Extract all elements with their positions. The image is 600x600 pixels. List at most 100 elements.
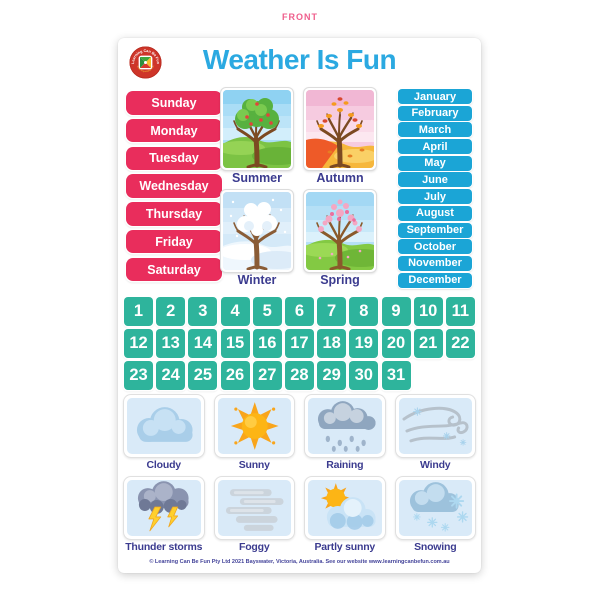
season-card-winter: Winter bbox=[220, 189, 294, 288]
season-image-frame bbox=[220, 87, 294, 171]
months-column: January February March April May June July Augu… bbox=[398, 89, 472, 288]
month-tile-september: September bbox=[398, 222, 472, 238]
season-image-frame bbox=[303, 87, 377, 171]
season-winter-illustration bbox=[223, 192, 291, 270]
day-tile-sunday: Sunday bbox=[126, 91, 222, 115]
date-tile-1: 1 bbox=[124, 297, 153, 326]
date-tile-19: 19 bbox=[349, 329, 379, 358]
date-tile-29: 29 bbox=[317, 361, 347, 390]
poster-title: Weather Is Fun bbox=[202, 44, 397, 75]
learning-can-be-fun-logo: Learning Can Be Fun www.learningcanbefun… bbox=[129, 46, 162, 79]
date-tile-30: 30 bbox=[349, 361, 379, 390]
weather-image-bg bbox=[308, 480, 382, 536]
weather-label-sunny: Sunny bbox=[238, 459, 270, 471]
date-tile-9: 9 bbox=[381, 297, 411, 326]
weather-image-bg bbox=[398, 398, 472, 454]
seasons-grid: Summer Autumn Winter Spring bbox=[220, 87, 378, 288]
weather-card-foggy: Foggy bbox=[213, 476, 295, 554]
weather-card-partly-sunny: Partly sunny bbox=[304, 476, 386, 554]
month-tile-january: January bbox=[398, 89, 472, 104]
date-tile-14: 14 bbox=[188, 329, 218, 358]
wx-foggy-icon bbox=[218, 481, 292, 535]
date-tile-8: 8 bbox=[349, 297, 379, 326]
weather-image-bg bbox=[217, 398, 292, 454]
date-tile-24: 24 bbox=[156, 361, 186, 390]
weather-image-frame bbox=[123, 394, 205, 458]
date-tile-2: 2 bbox=[156, 297, 186, 326]
date-tile-18: 18 bbox=[317, 329, 347, 358]
weather-label-windy: Windy bbox=[420, 459, 451, 471]
month-tile-february: February bbox=[398, 105, 472, 121]
dates-grid: 1 2 3 4 5 6 7 8 9 10 11 12 13 14 15 16 17 18 19 20 21 22 23 24 2… bbox=[124, 297, 475, 390]
season-label-spring: Spring bbox=[320, 273, 360, 287]
date-tile-31: 31 bbox=[381, 361, 411, 390]
month-tile-october: October bbox=[398, 239, 472, 255]
date-tile-25: 25 bbox=[188, 361, 218, 390]
wx-partly-sunny-icon bbox=[308, 481, 382, 535]
weather-label-cloudy: Cloudy bbox=[146, 459, 182, 471]
season-label-autumn: Autumn bbox=[316, 171, 364, 185]
month-tile-march: March bbox=[398, 122, 472, 138]
weather-image-frame bbox=[123, 476, 205, 540]
date-tile-10: 10 bbox=[413, 297, 443, 326]
weather-image-bg bbox=[217, 480, 292, 536]
day-tile-monday: Monday bbox=[126, 118, 222, 143]
weather-label-partly-sunny: Partly sunny bbox=[314, 541, 376, 553]
day-tile-thursday: Thursday bbox=[126, 202, 222, 226]
month-tile-august: August bbox=[398, 205, 472, 221]
date-tile-15: 15 bbox=[220, 329, 250, 358]
season-image-frame bbox=[220, 189, 294, 273]
day-tile-saturday: Saturday bbox=[126, 257, 222, 282]
weather-image-bg bbox=[398, 480, 472, 536]
wx-cloudy-icon bbox=[127, 399, 201, 453]
date-tile-20: 20 bbox=[381, 329, 411, 358]
date-tile-16: 16 bbox=[252, 329, 282, 358]
weather-grid: Cloudy Sunny Raining Windy Thunder storms Fog… bbox=[123, 394, 476, 554]
month-tile-june: June bbox=[398, 172, 472, 188]
weather-poster: Learning Can Be Fun www.learningcanbefun… bbox=[118, 38, 481, 573]
weather-label-snowing: Snowing bbox=[414, 541, 457, 553]
date-tile-3: 3 bbox=[188, 297, 218, 326]
season-card-summer: Summer bbox=[220, 87, 294, 186]
weather-label-foggy: Foggy bbox=[239, 541, 270, 553]
date-tile-6: 6 bbox=[284, 297, 314, 326]
season-summer-illustration bbox=[223, 90, 291, 168]
wx-thunder-icon bbox=[127, 481, 201, 535]
weather-image-frame bbox=[304, 476, 386, 540]
date-tile-13: 13 bbox=[156, 329, 186, 358]
date-tile-11: 11 bbox=[445, 297, 475, 326]
date-tile-22: 22 bbox=[445, 329, 475, 358]
date-tile-26: 26 bbox=[220, 361, 250, 390]
days-column: Sunday Monday Tuesday Wednesday Thursday Frid… bbox=[126, 91, 222, 282]
weather-card-thunder-storms: Thunder storms bbox=[123, 476, 205, 554]
weather-image-frame bbox=[394, 394, 476, 458]
wx-sunny-icon bbox=[218, 399, 292, 453]
weather-image-frame bbox=[213, 394, 295, 458]
day-tile-tuesday: Tuesday bbox=[126, 146, 222, 171]
date-tile-28: 28 bbox=[284, 361, 314, 390]
month-tile-november: November bbox=[398, 255, 472, 271]
copyright-footer: © Learning Can Be Fun Pty Ltd 2021 Baysw… bbox=[149, 559, 450, 565]
date-tile-27: 27 bbox=[252, 361, 282, 390]
weather-image-bg bbox=[308, 398, 382, 454]
date-tile-5: 5 bbox=[252, 297, 282, 326]
month-tile-may: May bbox=[398, 155, 472, 171]
season-label-winter: Winter bbox=[237, 273, 277, 287]
weather-card-snowing: Snowing bbox=[394, 476, 476, 554]
season-autumn-illustration bbox=[306, 90, 374, 168]
season-spring-illustration bbox=[306, 192, 374, 270]
date-tile-17: 17 bbox=[284, 329, 314, 358]
weather-card-windy: Windy bbox=[394, 394, 476, 472]
weather-card-sunny: Sunny bbox=[213, 394, 295, 472]
wx-raining-icon bbox=[308, 399, 382, 453]
weather-card-raining: Raining bbox=[304, 394, 386, 472]
weather-label-thunder-storms: Thunder storms bbox=[125, 541, 203, 553]
month-tile-december: December bbox=[398, 272, 472, 288]
weather-image-bg bbox=[127, 480, 201, 536]
date-tile-21: 21 bbox=[413, 329, 443, 358]
season-card-autumn: Autumn bbox=[303, 87, 377, 186]
front-side-label: FRONT bbox=[282, 12, 318, 22]
day-tile-friday: Friday bbox=[126, 229, 222, 254]
date-tile-12: 12 bbox=[124, 329, 153, 358]
